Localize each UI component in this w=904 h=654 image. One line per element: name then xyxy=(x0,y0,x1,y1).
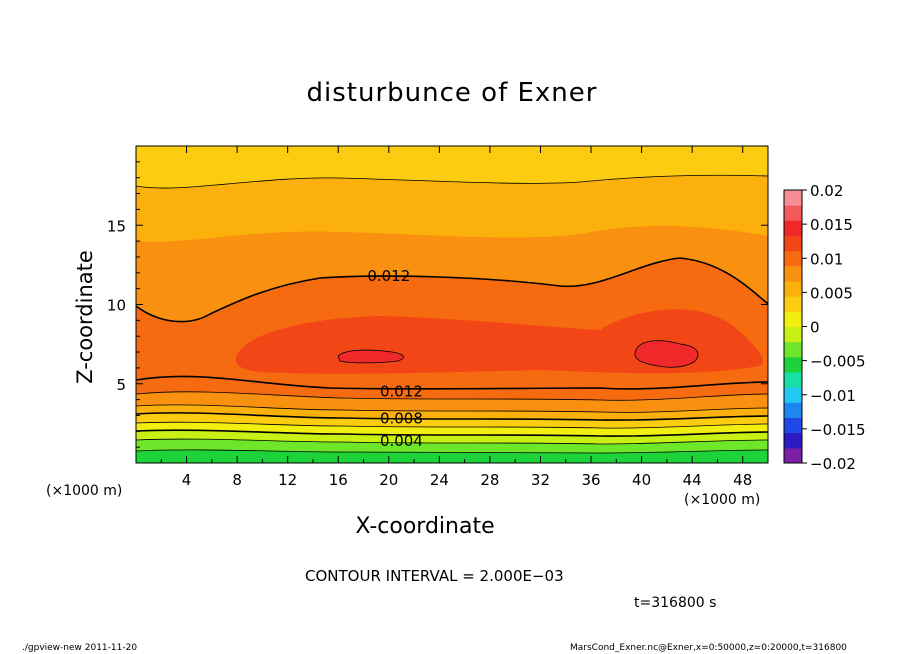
contour-line-0.012-lower xyxy=(136,375,768,390)
contour-label: 0.012 xyxy=(380,383,423,401)
colorbar-swatch xyxy=(784,372,802,388)
contour-line-0.004 xyxy=(136,429,768,437)
y-tick-label: 10 xyxy=(107,297,126,315)
x-tick-label: 48 xyxy=(733,471,752,489)
colorbar-swatch xyxy=(784,326,802,343)
colorbar-ticks: 0.02 0.015 0.01 0.005 0 −0.005 −0.01 −0.015 −0.0… xyxy=(802,182,866,473)
colorbar-swatch xyxy=(784,235,802,252)
x-axis: 4 8 12 16 20 24 28 32 36 40 44 48 xyxy=(160,146,752,489)
x-tick-label: 36 xyxy=(581,471,600,489)
colorbar-tick-label: 0.01 xyxy=(810,250,843,268)
colorbar-tick-label: −0.01 xyxy=(810,387,856,405)
y-axis-label: Z-coordinate xyxy=(73,250,97,384)
y-tick-label: 5 xyxy=(116,376,126,394)
colorbar-tick-label: 0.02 xyxy=(810,182,843,200)
fill-band-max-right xyxy=(634,340,698,368)
footer-right: MarsCond_Exner.nc@Exner,x=0:50000,z=0:20… xyxy=(570,643,847,653)
colorbar-swatch xyxy=(784,341,802,358)
contour-line xyxy=(136,421,768,429)
contour-line xyxy=(136,438,768,445)
x-unit-label-left: (×1000 m) xyxy=(46,483,123,499)
colorbar-swatch xyxy=(784,190,802,206)
colorbar-swatch xyxy=(784,220,802,236)
colorbar-swatch xyxy=(784,432,802,449)
colorbar-swatch xyxy=(784,265,802,282)
x-tick-label: 32 xyxy=(531,471,550,489)
x-tick-label: 8 xyxy=(232,471,242,489)
colorbar-swatch xyxy=(784,447,802,464)
y-tick-label: 15 xyxy=(107,217,126,235)
y-axis: 5 10 15 xyxy=(107,161,768,448)
contour-labels: 0.012 0.012 0.008 0.004 xyxy=(367,267,423,450)
contour-line xyxy=(136,449,768,454)
footer-left: ./gpview-new 2011-11-20 xyxy=(22,643,138,653)
colorbar-tick-label: −0.015 xyxy=(810,421,866,439)
colorbar-tick-label: −0.005 xyxy=(810,353,866,371)
colorbar xyxy=(783,189,803,464)
contour-label: 0.004 xyxy=(380,432,423,450)
x-tick-label: 24 xyxy=(430,471,449,489)
colorbar-swatch xyxy=(784,205,802,221)
x-tick-label: 16 xyxy=(329,471,348,489)
contour-line xyxy=(136,174,768,189)
colorbar-tick-label: 0 xyxy=(810,319,820,337)
x-tick-label: 28 xyxy=(480,471,499,489)
colorbar-swatch xyxy=(784,402,802,418)
contour-fill xyxy=(136,146,768,463)
x-tick-label: 20 xyxy=(379,471,398,489)
contour-line-max-right xyxy=(634,340,699,368)
fill-band-max-left xyxy=(338,350,404,363)
colorbar-swatch xyxy=(784,281,802,297)
x-tick-label: 44 xyxy=(683,471,702,489)
x-unit-label-right: (×1000 m) xyxy=(684,492,761,508)
contour-line-max-left xyxy=(337,349,404,364)
x-tick-label: 40 xyxy=(632,471,651,489)
colorbar-tick-label: 0.015 xyxy=(810,216,853,234)
colorbar-swatch xyxy=(784,250,802,267)
chart-title: disturbunce of Exner xyxy=(306,78,598,108)
colorbar-swatch xyxy=(784,311,802,327)
colorbar-swatch xyxy=(784,417,802,434)
contour-interval-label: CONTOUR INTERVAL = 2.000E−03 xyxy=(305,567,564,585)
contour-line-0.008 xyxy=(136,412,768,421)
colorbar-tick-label: 0.005 xyxy=(810,284,853,302)
contour-line xyxy=(136,404,768,413)
colorbar-tick-label: −0.02 xyxy=(810,455,856,473)
x-axis-label: X-coordinate xyxy=(355,514,495,539)
contour-label: 0.012 xyxy=(367,267,410,285)
colorbar-swatch xyxy=(784,387,802,403)
colorbar-swatch xyxy=(784,296,802,312)
x-tick-label: 12 xyxy=(278,471,297,489)
x-tick-label: 4 xyxy=(182,471,192,489)
contour-line xyxy=(136,391,768,401)
colorbar-swatch xyxy=(784,356,802,373)
contour-line-0.012-upper xyxy=(136,257,768,323)
time-label: t=316800 s xyxy=(634,595,717,611)
contour-label: 0.008 xyxy=(380,410,423,428)
